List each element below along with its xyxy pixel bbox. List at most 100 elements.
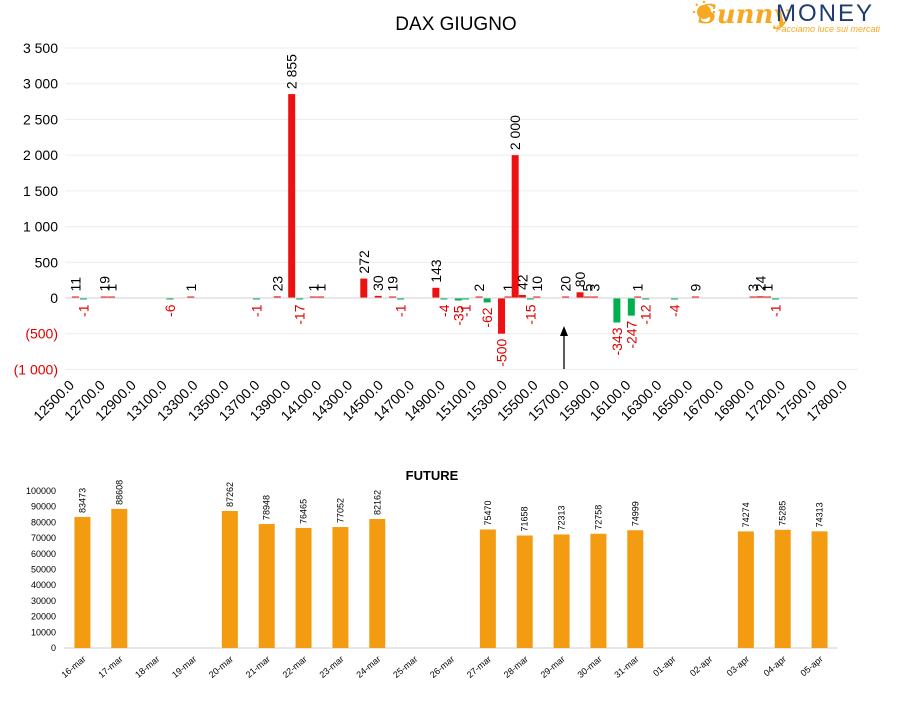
- future-y-tick-label: 100000: [26, 486, 56, 496]
- call-bar: [475, 296, 483, 298]
- future-x-tick-label: 30-mar: [575, 654, 603, 680]
- future-x-tick-label: 19-mar: [170, 654, 198, 680]
- future-x-tick-label: 04-apr: [762, 654, 788, 678]
- call-bar: [100, 296, 108, 298]
- put-bar-label: -1: [767, 304, 783, 317]
- sun-icon: [693, 1, 715, 19]
- future-bar: [74, 516, 91, 648]
- y-tick-label: (500): [25, 326, 58, 342]
- call-bar: [562, 296, 570, 298]
- call-bar: [71, 296, 79, 298]
- y-tick-label: 0: [50, 290, 58, 306]
- call-bar-label: 80: [572, 271, 588, 287]
- call-bar: [756, 296, 764, 298]
- call-bar-label: 1: [103, 284, 119, 292]
- future-bar: [479, 529, 496, 648]
- call-bar: [288, 94, 296, 298]
- dax-options-chart: DAX GIUGNO 3 500 3 000 2 500 2 000 1 500 1 000…: [14, 14, 858, 424]
- logo-brand-left: Sunny: [698, 0, 789, 30]
- call-bar-label: 10: [529, 276, 545, 292]
- future-bar: [332, 527, 349, 648]
- future-bar: [811, 531, 828, 648]
- put-bar-label: -35: [450, 305, 466, 325]
- put-bar-label: -1: [248, 304, 264, 317]
- put-bar-label: -15: [522, 304, 538, 324]
- call-bar-label: 1: [630, 284, 646, 292]
- future-x-tick-label: 02-apr: [688, 654, 714, 678]
- future-bar-label: 88608: [114, 480, 124, 505]
- future-bar-label: 83473: [77, 488, 87, 513]
- future-x-tick-label: 21-mar: [244, 654, 272, 680]
- call-bar-label: 11: [67, 277, 83, 292]
- future-y-tick-label: 50000: [31, 565, 56, 575]
- call-bar-label: 272: [356, 250, 372, 274]
- call-bar-label: 2 000: [507, 115, 523, 150]
- future-bar-label: 72313: [557, 505, 567, 530]
- future-chart-title: FUTURE: [406, 468, 459, 483]
- put-bar: [296, 298, 304, 300]
- y-tick-label: (1 000): [14, 361, 58, 377]
- future-x-tick-label: 05-apr: [799, 654, 825, 678]
- future-bar-label: 74313: [815, 502, 825, 527]
- y-tick-label: 1 000: [23, 219, 58, 235]
- y-tick-label: 1 500: [23, 183, 58, 199]
- call-bar-label: 1: [313, 284, 329, 292]
- future-bar: [737, 531, 754, 648]
- future-x-tick-label: 29-mar: [539, 654, 567, 680]
- brand-logo: Sunny MONEY Facciamo luce sui mercati: [690, 0, 895, 36]
- logo-tagline: Facciamo luce sui mercati: [776, 24, 881, 34]
- put-bar: [462, 298, 469, 300]
- future-bar-label: 82162: [372, 490, 382, 515]
- future-y-tick-label: 40000: [31, 580, 56, 590]
- put-bar: [526, 298, 534, 300]
- call-bar-label: 9: [687, 284, 703, 292]
- y-tick-label: 2 000: [23, 147, 58, 163]
- future-bar-label: 74274: [741, 502, 751, 527]
- future-bar: [553, 534, 570, 648]
- put-bar-label: -4: [436, 304, 452, 317]
- future-y-tick-label: 70000: [31, 533, 56, 543]
- future-y-tick-label: 90000: [31, 502, 56, 512]
- put-bar-label: -17: [292, 304, 308, 324]
- future-x-tick-label: 20-mar: [207, 654, 235, 680]
- future-bar: [516, 535, 533, 648]
- call-bar-label: 20: [558, 276, 574, 292]
- put-bar: [627, 298, 635, 316]
- future-bar-label: 75285: [778, 501, 788, 526]
- future-x-tick-label: 24-mar: [354, 654, 382, 680]
- put-bar-label: -247: [623, 320, 639, 348]
- call-bar: [511, 155, 519, 298]
- call-bar-label: 143: [428, 259, 444, 283]
- put-bar: [454, 298, 462, 301]
- future-bar: [774, 529, 791, 648]
- call-bar: [590, 296, 598, 298]
- call-bar-label: 1: [759, 284, 775, 292]
- future-y-tick-label: 10000: [31, 627, 56, 637]
- call-bar: [107, 296, 115, 298]
- call-bar-label: 2: [471, 284, 487, 292]
- future-y-tick-label: 60000: [31, 549, 56, 559]
- call-bar: [309, 296, 317, 298]
- call-bar: [504, 296, 512, 298]
- put-bar-label: -12: [638, 304, 654, 324]
- put-bar-label: -62: [479, 307, 495, 327]
- call-bar-label: 19: [385, 276, 401, 292]
- call-bar-label: 1: [500, 284, 516, 292]
- put-bar-label: -500: [494, 339, 510, 367]
- call-bar-label: 30: [370, 275, 386, 291]
- call-bar: [389, 296, 397, 298]
- future-bar-label: 78948: [262, 495, 272, 520]
- put-bar-label: -1: [75, 304, 91, 317]
- put-bar: [771, 298, 779, 300]
- future-bar: [369, 519, 386, 648]
- call-bar: [273, 296, 281, 298]
- logo-brand-right: MONEY: [776, 0, 875, 27]
- y-tick-label: 2 500: [23, 111, 58, 127]
- future-x-tick-label: 18-mar: [133, 654, 161, 680]
- call-bar-label: 3: [586, 284, 602, 292]
- future-x-tick-label: 17-mar: [96, 654, 124, 680]
- call-bar-label: 5: [579, 284, 595, 292]
- put-bar-label: -4: [667, 304, 683, 317]
- call-bar-label: 42: [514, 274, 530, 290]
- future-bar-label: 72758: [593, 505, 603, 530]
